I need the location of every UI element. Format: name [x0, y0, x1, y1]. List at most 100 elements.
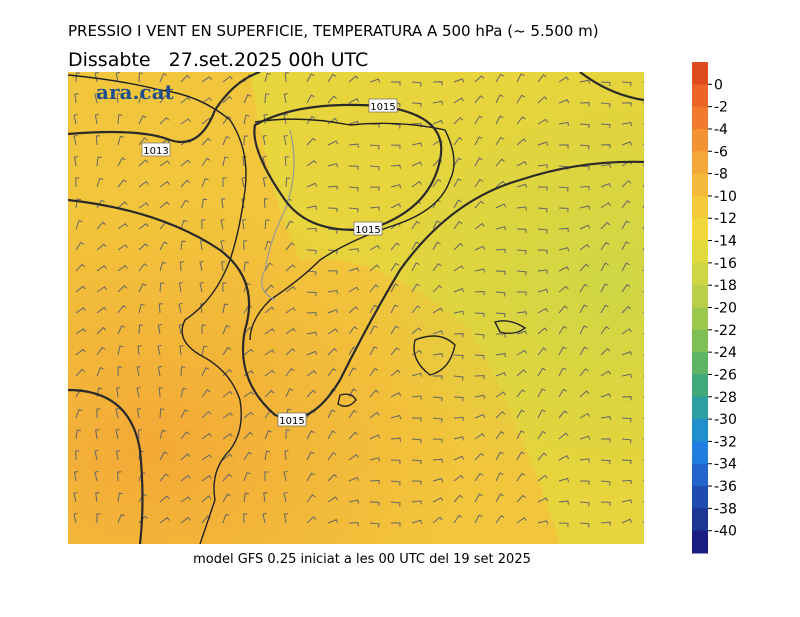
wind-barb — [159, 429, 167, 440]
colorbar-tick-label: -22 — [714, 323, 737, 339]
wind-barb — [199, 260, 204, 272]
wind-barb — [411, 417, 422, 422]
wind-barb — [73, 156, 79, 167]
wind-barb — [558, 477, 570, 483]
wind-barb — [327, 473, 338, 482]
wind-barb — [157, 344, 162, 356]
wind-barb — [138, 243, 149, 251]
wind-barb — [600, 326, 610, 335]
wind-barb — [117, 157, 126, 167]
wind-barb — [243, 282, 251, 293]
wind-barb — [411, 519, 423, 524]
wind-barb — [432, 284, 443, 293]
wind-barb — [579, 390, 590, 398]
wind-barb — [621, 241, 630, 251]
wind-barb — [474, 354, 485, 360]
wind-barb — [306, 73, 315, 83]
wind-barb — [432, 220, 441, 230]
wind-barb — [453, 220, 463, 230]
wind-barb — [453, 199, 462, 209]
wind-barb — [390, 242, 400, 251]
wind-barb — [453, 265, 464, 272]
wind-barb — [495, 312, 506, 318]
wind-barb — [516, 409, 525, 419]
wind-barb — [642, 438, 644, 440]
wind-barb — [180, 96, 191, 104]
wind-barb — [221, 198, 226, 209]
wind-barb — [495, 158, 505, 167]
logo: ara.cat — [96, 80, 175, 104]
wind-barb — [600, 501, 611, 506]
colorbar-tick-label: -24 — [714, 345, 737, 361]
wind-barb — [558, 522, 569, 527]
wind-barb — [516, 472, 526, 482]
wind-barb — [115, 407, 120, 419]
wind-barb — [600, 347, 611, 356]
wind-barb — [642, 102, 644, 104]
wind-barb — [579, 522, 590, 528]
colorbar-tick-label: 0 — [714, 77, 723, 93]
wind-barb — [621, 417, 632, 423]
wind-barb — [453, 157, 462, 167]
wind-barb — [600, 480, 611, 486]
wind-barb — [558, 144, 569, 149]
wind-barb — [306, 494, 316, 503]
wind-barb — [117, 201, 128, 209]
wind-barb — [390, 81, 401, 86]
wind-barb — [73, 491, 78, 503]
wind-barb — [537, 327, 548, 335]
wind-barb — [474, 245, 486, 251]
wind-barb — [621, 122, 632, 127]
wind-barb — [516, 183, 528, 188]
wind-barb — [243, 451, 253, 461]
wind-barb — [369, 244, 381, 251]
border — [261, 129, 295, 301]
wind-barb — [474, 115, 483, 125]
wind-barb — [453, 455, 465, 461]
wind-barb — [73, 471, 79, 482]
colorbar-tick-label: -38 — [714, 501, 737, 517]
wind-barb — [390, 369, 401, 377]
wind-barb — [621, 328, 632, 335]
wind-barb — [348, 286, 360, 293]
wind-barb — [73, 512, 78, 524]
wind-barb — [600, 202, 611, 209]
wind-barb — [306, 159, 317, 167]
colorbar-tick-label: -14 — [714, 234, 737, 250]
wind-barb — [117, 244, 128, 251]
wind-barb — [285, 327, 296, 335]
wind-barb — [621, 350, 633, 356]
wind-barb — [283, 135, 288, 146]
wind-barb — [264, 328, 275, 335]
wind-barb — [411, 372, 423, 377]
wind-barb — [178, 302, 183, 314]
wind-barb — [390, 480, 401, 486]
wind-barb — [495, 451, 504, 461]
wind-barb — [579, 501, 590, 507]
wind-barb — [74, 93, 79, 104]
map: ara.cat 1013 1015 1015 1015 — [68, 72, 644, 544]
wind-barb — [579, 458, 590, 463]
colorbar-box — [692, 508, 708, 532]
wind-barb — [621, 518, 633, 524]
wind-barb — [243, 348, 254, 356]
wind-barb — [600, 459, 611, 465]
wind-barb — [75, 219, 83, 230]
wind-barb — [537, 249, 548, 254]
wind-barb — [432, 438, 443, 443]
wind-barb — [391, 522, 401, 527]
wind-barb — [285, 388, 294, 398]
wind-barb — [621, 102, 632, 107]
wind-barb — [474, 268, 486, 273]
wind-barb — [453, 436, 464, 441]
wind-barb — [369, 457, 381, 462]
colorbar-box — [692, 151, 708, 175]
wind-barb — [264, 262, 273, 272]
wind-barb — [243, 471, 251, 482]
wind-barb — [558, 227, 569, 232]
wind-barb — [621, 396, 632, 401]
wind-barb — [537, 141, 549, 146]
wind-barb — [495, 136, 505, 146]
wind-barb — [642, 480, 644, 482]
wind-barb — [369, 206, 380, 211]
